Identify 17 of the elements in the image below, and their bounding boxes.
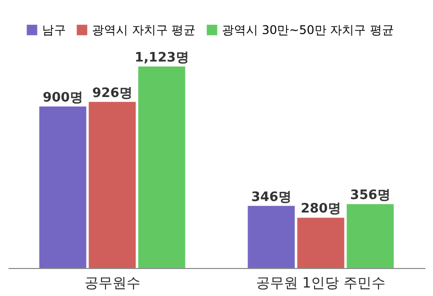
data-label: 356명 — [350, 188, 390, 204]
data-label: 346명 — [251, 190, 292, 205]
bar — [39, 106, 86, 268]
data-label: 1,123명 — [134, 50, 189, 66]
bar — [346, 204, 394, 268]
legend-label: 남구 — [42, 23, 66, 37]
legend-label: 광역시 자치구 평균 — [92, 23, 196, 37]
data-label: 280명 — [300, 202, 341, 217]
data-label: 900명 — [42, 90, 83, 106]
x-tick-label: 공무원수 — [84, 276, 140, 292]
legend-label: 광역시 30만~50만 자치구 평균 — [222, 23, 394, 37]
bar — [88, 102, 136, 268]
data-label: 926명 — [92, 86, 132, 101]
x-tick-label: 공무원 1인당 주민수 — [256, 276, 386, 292]
bar — [297, 218, 344, 268]
bar — [248, 206, 295, 268]
bar — [138, 66, 186, 268]
